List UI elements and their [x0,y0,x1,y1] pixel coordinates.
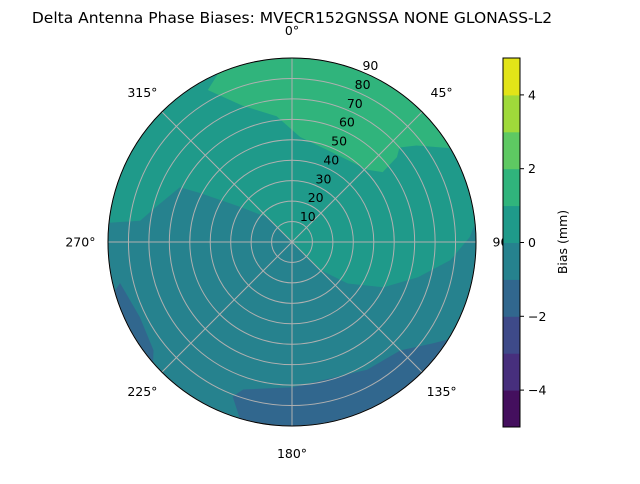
angular-tick-label: 135° [427,384,457,399]
angular-tick-label: 45° [431,85,453,100]
angular-tick-label: 270° [65,235,95,250]
radial-tick-label: 10 [300,209,316,224]
polar-frame [107,57,477,427]
contour-region-3 [110,283,154,366]
colorbar-segment [503,279,520,317]
colorbar-segment [503,168,520,207]
radial-tick-label: 20 [308,190,324,205]
radial-tick-label: 50 [331,134,347,149]
colorbar: −4 −2 0 2 4 [502,57,546,428]
colorbar-tick-label: −2 [528,309,546,324]
angular-gridline [161,111,293,243]
angular-tick-label: 225° [127,384,157,399]
colorbar-segment [503,390,520,428]
angular-tick-label: 0° [285,23,299,38]
radial-tick-labels: 10 20 30 40 50 60 70 80 90 [300,58,379,224]
angular-gridline [291,111,423,243]
radial-tick-label: 70 [347,96,363,111]
angular-gridline [291,241,423,373]
radial-tick-label: 30 [316,171,332,186]
angular-tick-label: 180° [277,446,307,461]
colorbar-segment [503,131,520,170]
radial-tick-label: 80 [355,77,371,92]
radial-tick-label: 60 [339,115,355,130]
colorbar-segment [503,242,520,280]
radial-tick-label: 40 [323,152,339,167]
colorbar-tick-label: 2 [528,161,536,176]
angular-gridline [161,241,293,373]
radial-tick-label: 90 [362,58,378,73]
contour-region-2 [232,339,452,426]
colorbar-segment [503,205,520,243]
colorbar-segment [503,58,520,96]
colorbar-tick-label: 4 [528,87,536,102]
angular-tick-label: 315° [127,85,157,100]
chart-title: Delta Antenna Phase Biases: MVECR152GNSS… [32,9,552,27]
colorbar-label: Bias (mm) [555,210,570,274]
colorbar-segment [503,94,520,133]
colorbar-segment [503,316,520,354]
polar-grid [107,57,477,427]
colorbar-tick-label: −4 [528,383,546,398]
colorbar-segment [503,353,520,391]
colorbar-tick-label: 0 [528,235,536,250]
